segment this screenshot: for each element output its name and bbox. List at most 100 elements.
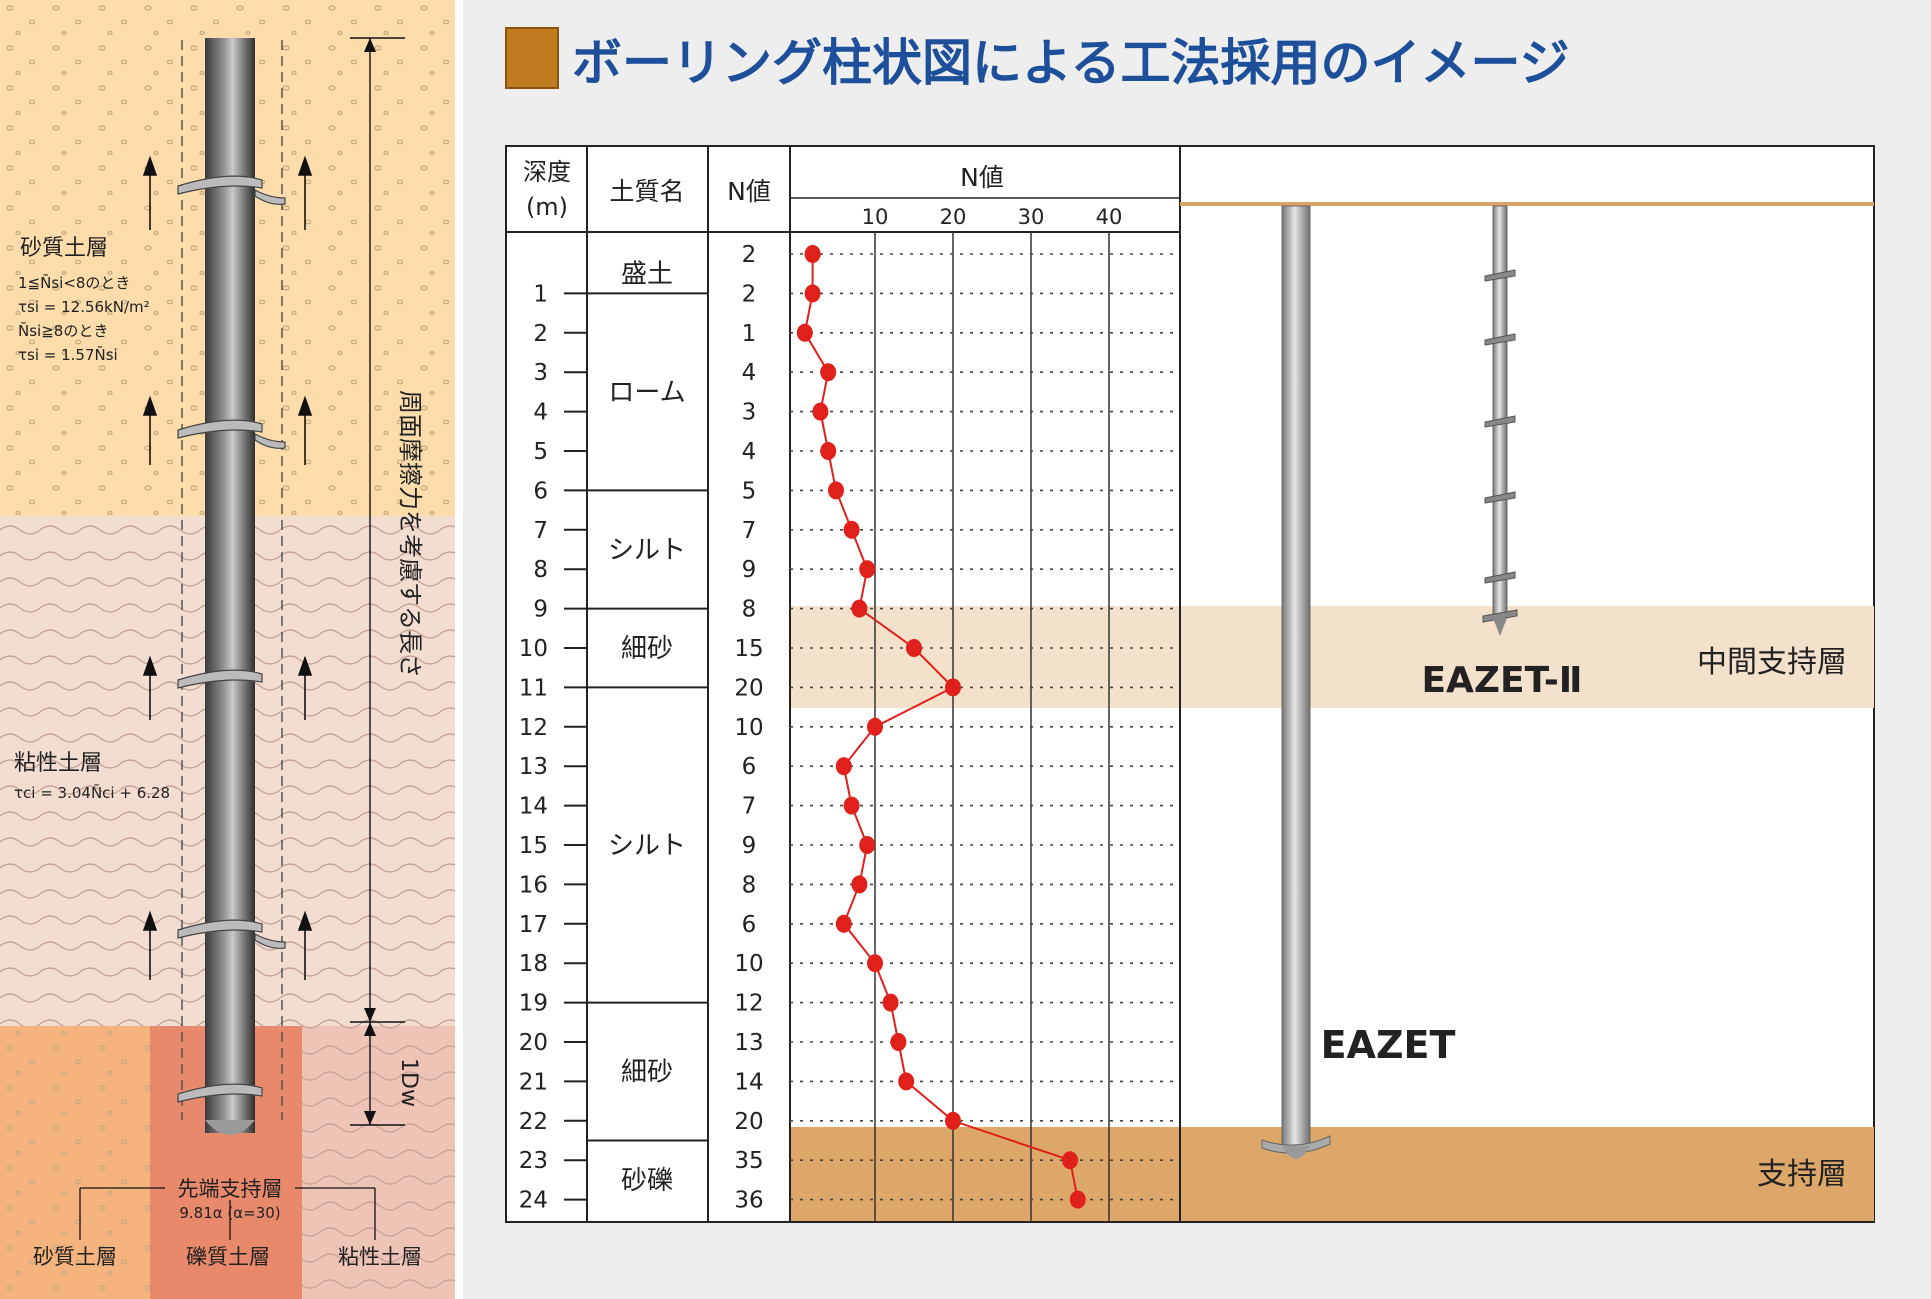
- tip-sand-texture: [0, 1026, 150, 1299]
- depth-tick-label: 7: [533, 518, 548, 544]
- n-value-point: [828, 481, 844, 500]
- pile-tip: [205, 1120, 255, 1135]
- n-value-point: [867, 717, 883, 736]
- clay-layer-name: 粘性土層: [14, 751, 102, 776]
- page-title: ボーリング柱状図による工法採用のイメージ: [572, 34, 1570, 92]
- dw-label: 1Dw: [396, 1058, 421, 1107]
- depth-tick-label: 22: [519, 1109, 548, 1135]
- n-value-cell: 6: [742, 754, 757, 780]
- right-panel: ボーリング柱状図による工法採用のイメージ 深度 (m) 土質名 N値 N値 10…: [463, 0, 1931, 1299]
- friction-length-label: 周面摩擦力を考慮する長さ: [396, 390, 424, 678]
- eazet2-label: EAZET-Ⅱ: [1421, 660, 1582, 701]
- n-value-cell: 2: [742, 242, 757, 268]
- layer-bands: [790, 606, 1874, 1221]
- n-value-point: [1069, 1190, 1086, 1209]
- panel-gap: [455, 0, 463, 1299]
- header-soil: 土質名: [609, 177, 684, 206]
- tip-clay-texture: [302, 1026, 455, 1299]
- n-value-cell: 2: [742, 281, 757, 307]
- n-value-point: [945, 1111, 961, 1130]
- n-value-point: [835, 914, 852, 933]
- n-value-point: [835, 757, 852, 776]
- bearing-support-band: [790, 1127, 1874, 1221]
- depth-tick-label: 18: [519, 951, 548, 977]
- n-axis-tick-label: 20: [940, 205, 967, 229]
- depth-tick-label: 15: [519, 833, 548, 859]
- middle-layer-label: 中間支持層: [1697, 645, 1847, 680]
- soil-layer-label: 細砂: [621, 1058, 673, 1088]
- soil-layer-label: シルト: [608, 536, 686, 566]
- n-value-point: [804, 245, 821, 263]
- n-value-point: [898, 1072, 915, 1091]
- n-value-point: [945, 678, 961, 697]
- n-value-point: [820, 442, 837, 460]
- soil-layer-label: 盛土: [621, 260, 673, 290]
- friction-arrows: [142, 155, 313, 980]
- sandy-layer-name: 砂質土層: [20, 236, 108, 261]
- middle-support-band: [790, 606, 1874, 708]
- header-n-chart: N値: [960, 163, 1004, 192]
- depth-tick-label: 6: [533, 478, 548, 504]
- depth-tick-label: 23: [519, 1148, 548, 1174]
- n-value-point: [867, 954, 883, 973]
- header-n-value: N値: [727, 177, 771, 206]
- n-value-point: [804, 284, 821, 303]
- depth-tick-label: 8: [533, 557, 548, 583]
- n-value-cell: 14: [734, 1069, 763, 1095]
- tip-layer-formula: 9.81α (α=30): [179, 1204, 280, 1222]
- dimension-arrowheads: [364, 38, 376, 1125]
- soil-layer-label: 砂礫: [621, 1166, 673, 1196]
- depth-tick-label: 10: [519, 636, 548, 662]
- n-value-cell: 8: [742, 597, 757, 623]
- n-value-cell: 3: [742, 400, 757, 426]
- depth-tick-label: 16: [519, 872, 548, 898]
- n-value-point: [843, 796, 860, 815]
- depth-tick-label: 11: [519, 675, 548, 701]
- n-value-point: [851, 875, 868, 894]
- depth-tick-label: 14: [519, 794, 548, 820]
- n-value-cell: 5: [742, 478, 757, 504]
- bearing-layer-label: 支持層: [1757, 1157, 1847, 1192]
- depth-tick-label: 24: [519, 1188, 548, 1214]
- header-depth-unit: (m): [526, 193, 568, 221]
- depth-tick-label: 20: [519, 1030, 548, 1056]
- n-axis-tick-label: 30: [1018, 205, 1045, 229]
- depth-tick-label: 2: [533, 321, 548, 347]
- n-value-cell: 20: [734, 675, 763, 701]
- depth-tick-label: 1: [533, 281, 548, 307]
- n-value-cell: 10: [734, 951, 763, 977]
- depth-tick-label: 9: [533, 597, 548, 623]
- n-axis-tick-label: 10: [862, 205, 889, 229]
- depth-tick-label: 13: [519, 754, 548, 780]
- depth-tick-label: 3: [533, 360, 548, 386]
- pile-shaft: [205, 38, 255, 1133]
- dimension-lines: [350, 37, 405, 1126]
- eazet-pile-tip: [1282, 1146, 1310, 1159]
- eazet2-pile: [1492, 205, 1508, 619]
- n-value-cell: 20: [734, 1109, 763, 1135]
- depth-tick-label: 12: [519, 715, 548, 741]
- soil-layer-label: ローム: [608, 378, 685, 408]
- n-value-cell: 9: [742, 557, 757, 583]
- sandy-formula-3: N̄si≧8のとき: [18, 321, 108, 340]
- n-value-cell: 36: [734, 1188, 763, 1214]
- n-value-point: [812, 402, 829, 421]
- n-value-point: [843, 520, 860, 539]
- pile-blades: [177, 175, 286, 1103]
- eazet2-wings: [1482, 269, 1518, 623]
- eazet2-pile-tip: [1493, 618, 1507, 636]
- depth-tick-label: 4: [533, 400, 548, 426]
- depth-tick-label: 21: [519, 1069, 548, 1095]
- bottom-label-gravel: 礫質土層: [186, 1245, 270, 1269]
- n-value-cell: 9: [742, 833, 757, 859]
- clay-formula: τci = 3.04N̄ci + 6.28: [14, 783, 170, 802]
- sandy-formula-1: 1≦N̄si<8のとき: [18, 273, 130, 292]
- n-value-point: [851, 599, 868, 618]
- tip-layer-name: 先端支持層: [178, 1177, 283, 1201]
- n-value-cell: 8: [742, 872, 757, 898]
- depth-tick-label: 5: [533, 439, 548, 465]
- eazet-blade: [1261, 1135, 1331, 1154]
